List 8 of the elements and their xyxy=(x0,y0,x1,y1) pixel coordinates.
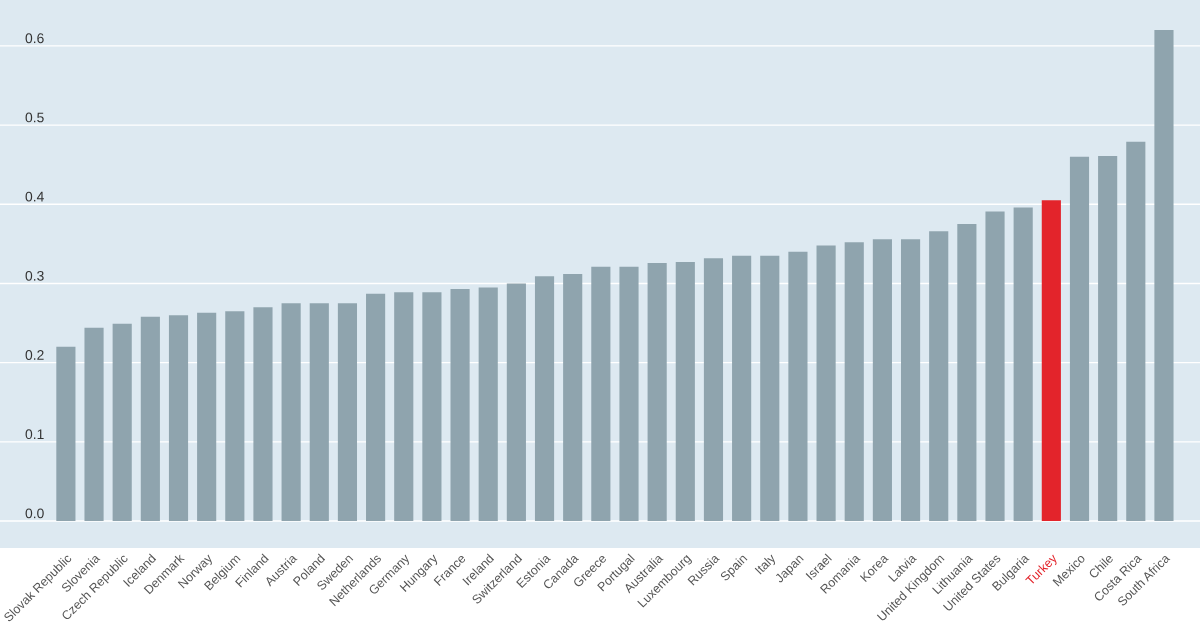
y-tick-label: 0.5 xyxy=(25,112,44,123)
y-tick-label: 0.6 xyxy=(25,33,44,44)
y-tick-label: 0.2 xyxy=(25,350,44,360)
y-tick-label: 0.1 xyxy=(25,429,44,440)
y-tick-label: 0.3 xyxy=(25,270,44,281)
y-tick-label: 0.0 xyxy=(25,508,44,519)
x-tick-label: Italy xyxy=(754,552,778,577)
y-tick-label: 0.4 xyxy=(25,191,44,202)
